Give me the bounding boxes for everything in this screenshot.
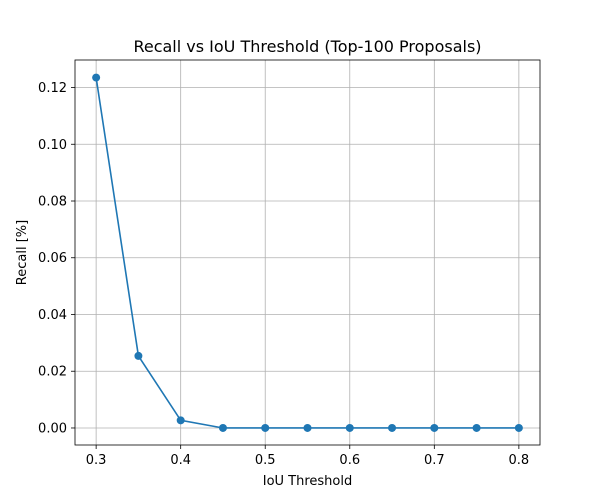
y-tick-label: 0.06 [38, 251, 67, 266]
x-tick-label: 0.6 [339, 453, 360, 468]
data-point [345, 423, 354, 432]
plot-frame [74, 59, 541, 446]
data-point [303, 423, 312, 432]
x-tick-label: 0.7 [424, 453, 445, 468]
x-tick-label: 0.4 [170, 453, 191, 468]
data-point [430, 423, 439, 432]
x-tick-label: 0.5 [255, 453, 276, 468]
x-axis-label: IoU Threshold [263, 474, 353, 489]
data-point [388, 423, 397, 432]
data-point [176, 416, 185, 425]
y-tick-label: 0.08 [38, 195, 67, 210]
y-tick-label: 0.00 [38, 421, 67, 436]
y-tick-label: 0.12 [38, 81, 67, 96]
x-tick-label: 0.8 [509, 453, 530, 468]
plot-background [75, 60, 540, 445]
y-tick-label: 0.02 [38, 365, 67, 380]
x-tick-label: 0.3 [86, 453, 107, 468]
y-tick-label: 0.10 [38, 138, 67, 153]
data-series [92, 73, 523, 432]
y-axis-label: Recall [%] [15, 220, 30, 285]
data-point [472, 423, 481, 432]
data-point [92, 73, 101, 82]
data-point [261, 423, 270, 432]
data-point [218, 423, 227, 432]
data-point [134, 351, 143, 360]
grid-lines [75, 60, 540, 445]
axis-ticks: 0.3 0.4 0.5 0.6 0.7 0.8 0.00 0.02 0.04 0.06 0.08 0.… [38, 81, 529, 468]
y-tick-label: 0.04 [38, 308, 67, 323]
chart-title: Recall vs IoU Threshold (Top-100 Proposa… [133, 37, 481, 56]
data-point [514, 423, 523, 432]
